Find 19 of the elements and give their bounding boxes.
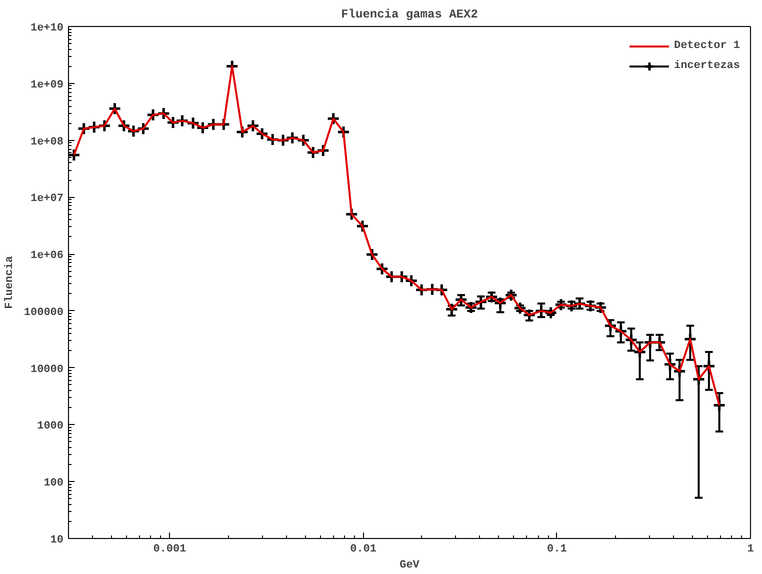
y-tick-label: 100000 (24, 306, 64, 319)
chart-title: Fluencia gamas AEX2 (341, 8, 478, 22)
y-tick-label: 1e+10 (30, 22, 64, 34)
y-tick-label: 100 (44, 478, 64, 490)
y-tick-label: 1e+06 (30, 250, 64, 262)
y-tick-label: 1e+09 (30, 79, 64, 92)
legend-label: incertezas (674, 60, 740, 72)
legend-label: Detector 1 (674, 40, 740, 52)
x-tick-label: 1 (747, 544, 754, 556)
y-tick-label: 1e+07 (30, 193, 64, 206)
y-axis-title: Fluencia (4, 256, 16, 309)
x-tick-label: 0.001 (153, 544, 187, 556)
y-tick-label: 10 (50, 534, 64, 546)
y-tick-label: 1000 (37, 420, 64, 433)
x-tick-label: 0.01 (350, 544, 377, 556)
x-axis-title: GeV (400, 560, 420, 572)
y-tick-label: 10000 (30, 364, 64, 376)
x-tick-label: 0.1 (547, 544, 568, 556)
y-tick-label: 1e+08 (30, 136, 64, 148)
